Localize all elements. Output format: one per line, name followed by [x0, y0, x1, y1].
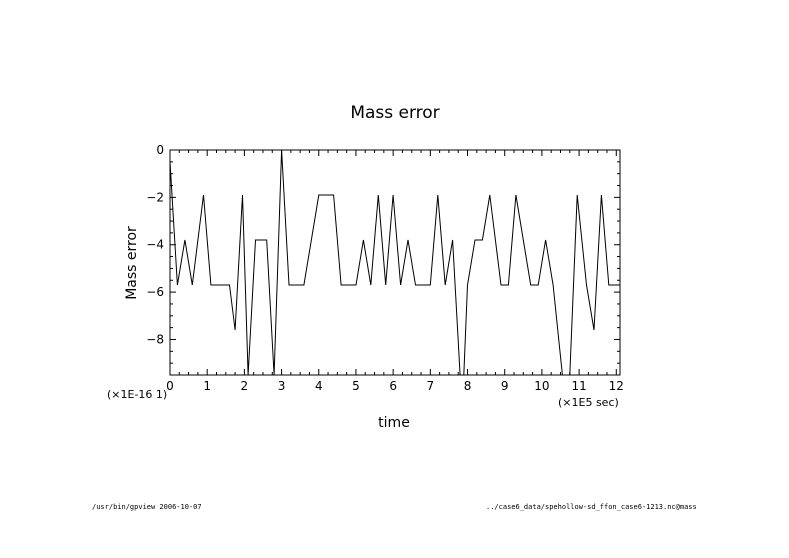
- x-tick-label: 7: [427, 379, 435, 393]
- y-tick-label: 0: [156, 143, 164, 157]
- footer-right-text: ../case6_data/spehollow-sd_ffon_case6-12…: [486, 503, 697, 511]
- y-tick-label: −2: [146, 190, 164, 204]
- axis-tick-labels: 0 1 2 3 4 5 6 7 8 9 10 11 120−2−4−6−8: [146, 143, 624, 393]
- x-tick-label: 0: [166, 379, 174, 393]
- x-tick-label: 11: [571, 379, 586, 393]
- x-tick-label: 8: [464, 379, 472, 393]
- mass-error-series-line: [169, 149, 620, 376]
- x-tick-label: 5: [352, 379, 360, 393]
- x-tick-label: 4: [315, 379, 323, 393]
- x-tick-label: 12: [609, 379, 624, 393]
- y-scale-label: (×1E-16 1): [107, 388, 167, 401]
- x-scale-label: (×1E5 sec): [558, 396, 619, 409]
- x-tick-label: 10: [534, 379, 549, 393]
- y-tick-label: −8: [146, 332, 164, 346]
- x-axis-label: time: [378, 415, 410, 431]
- footer-left-text: /usr/bin/gpview 2006-10-07: [92, 503, 202, 511]
- x-tick-label: 9: [501, 379, 509, 393]
- x-tick-label: 1: [203, 379, 211, 393]
- x-tick-label: 3: [278, 379, 286, 393]
- x-tick-label: 2: [241, 379, 249, 393]
- y-axis-label: Mass error: [124, 226, 140, 300]
- plot-frame: [169, 149, 621, 376]
- chart-title: Mass error: [350, 103, 439, 123]
- y-tick-label: −4: [146, 238, 164, 252]
- axis-ticks: [169, 149, 620, 376]
- x-tick-label: 6: [389, 379, 397, 393]
- y-tick-label: −6: [146, 285, 164, 299]
